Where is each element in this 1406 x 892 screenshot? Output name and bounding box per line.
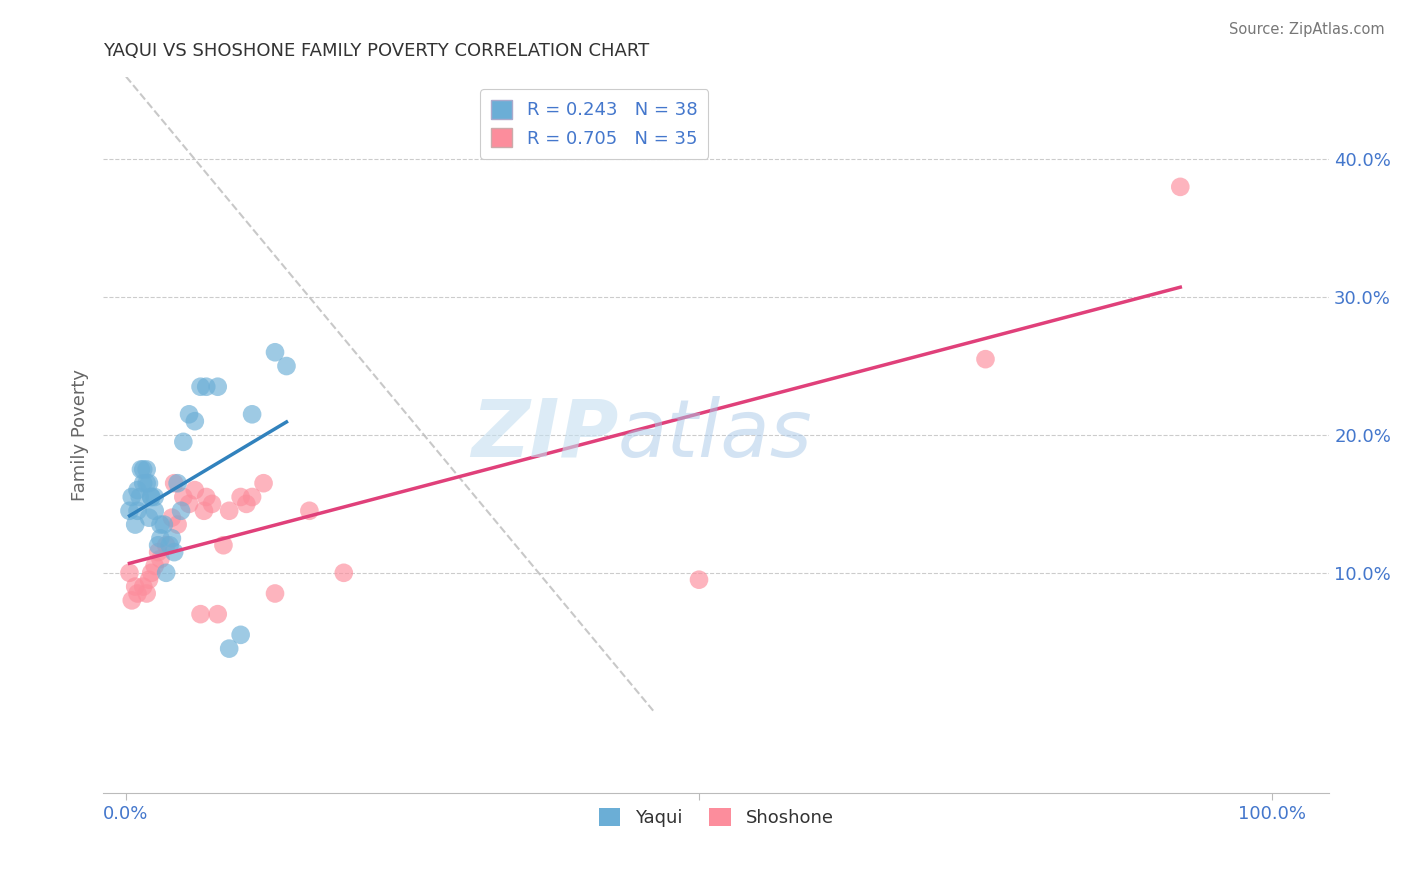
Point: [121, 593, 143, 607]
Point: [172, 434, 194, 449]
Point: [135, 586, 157, 600]
Point: [212, 538, 235, 552]
Point: [146, 545, 169, 559]
Point: [172, 490, 194, 504]
Point: [160, 532, 183, 546]
Point: [207, 380, 229, 394]
Point: [298, 504, 321, 518]
Point: [138, 510, 160, 524]
Point: [143, 504, 166, 518]
Point: [124, 580, 146, 594]
Point: [240, 407, 263, 421]
Point: [129, 462, 152, 476]
Point: [135, 476, 157, 491]
Point: [132, 476, 155, 491]
Point: [138, 573, 160, 587]
Point: [240, 490, 263, 504]
Point: [124, 517, 146, 532]
Point: [218, 504, 240, 518]
Point: [128, 490, 150, 504]
Point: [190, 380, 212, 394]
Point: [201, 497, 224, 511]
Point: [235, 497, 257, 511]
Point: [141, 490, 163, 504]
Point: [163, 545, 186, 559]
Point: [146, 538, 169, 552]
Point: [264, 345, 287, 359]
Point: [118, 504, 141, 518]
Point: [218, 641, 240, 656]
Point: [163, 476, 186, 491]
Point: [207, 607, 229, 622]
Point: [141, 566, 163, 580]
Point: [153, 517, 176, 532]
Point: [276, 359, 298, 373]
Point: [184, 483, 207, 497]
Point: [333, 566, 356, 580]
Point: [177, 497, 200, 511]
Point: [195, 380, 218, 394]
Point: [229, 628, 252, 642]
Point: [141, 490, 163, 504]
Point: [132, 580, 155, 594]
Point: [688, 573, 710, 587]
Point: [118, 566, 141, 580]
Point: [974, 352, 997, 367]
Point: [229, 490, 252, 504]
Point: [160, 510, 183, 524]
Point: [127, 483, 149, 497]
Point: [184, 414, 207, 428]
Legend: Yaqui, Shoshone: Yaqui, Shoshone: [592, 801, 841, 835]
Text: atlas: atlas: [619, 396, 813, 474]
Text: Source: ZipAtlas.com: Source: ZipAtlas.com: [1229, 22, 1385, 37]
Point: [149, 532, 172, 546]
Point: [149, 517, 172, 532]
Y-axis label: Family Poverty: Family Poverty: [72, 369, 89, 501]
Point: [170, 504, 193, 518]
Point: [166, 517, 188, 532]
Point: [195, 490, 218, 504]
Point: [127, 504, 149, 518]
Point: [127, 586, 149, 600]
Point: [1168, 179, 1191, 194]
Point: [177, 407, 200, 421]
Point: [155, 566, 177, 580]
Point: [143, 490, 166, 504]
Point: [190, 607, 212, 622]
Point: [193, 504, 215, 518]
Point: [159, 538, 181, 552]
Point: [149, 552, 172, 566]
Point: [138, 476, 160, 491]
Point: [166, 476, 188, 491]
Point: [252, 476, 274, 491]
Point: [135, 462, 157, 476]
Point: [121, 490, 143, 504]
Text: YAQUI VS SHOSHONE FAMILY POVERTY CORRELATION CHART: YAQUI VS SHOSHONE FAMILY POVERTY CORRELA…: [103, 42, 650, 60]
Point: [143, 558, 166, 573]
Text: ZIP: ZIP: [471, 396, 619, 474]
Point: [264, 586, 287, 600]
Point: [155, 538, 177, 552]
Point: [132, 462, 155, 476]
